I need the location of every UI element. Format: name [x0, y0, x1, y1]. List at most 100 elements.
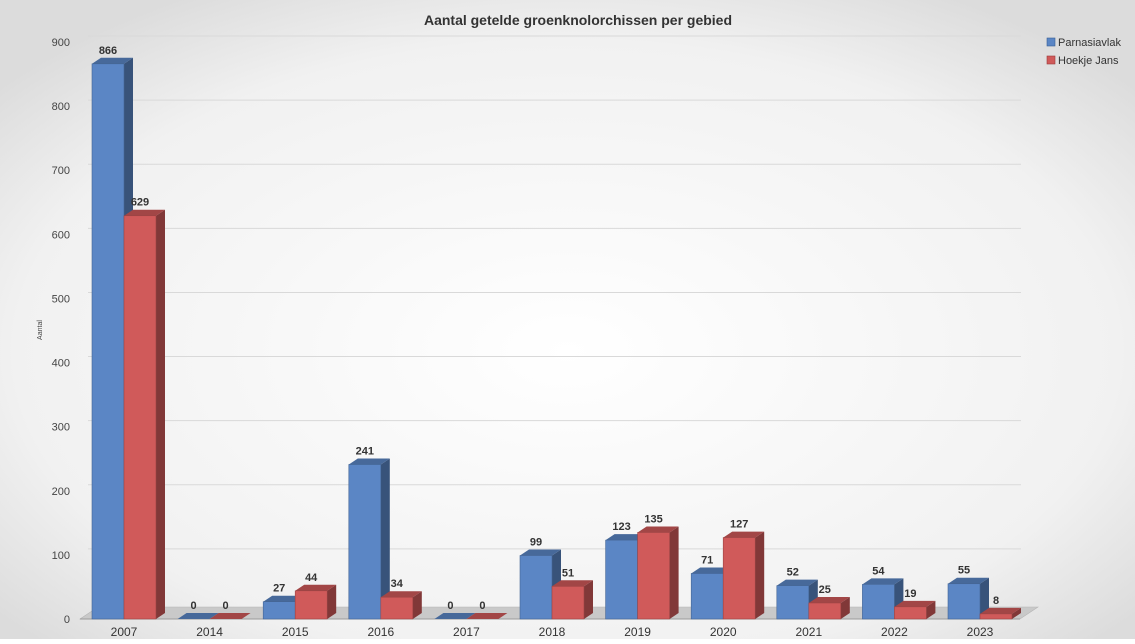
- bar-front: [91, 63, 125, 620]
- bar-top: [948, 577, 989, 584]
- data-label-parnasiavlak-2007: 866: [99, 45, 117, 57]
- y-tick-label: 500: [52, 293, 70, 305]
- bar-top: [894, 600, 936, 607]
- data-label-parnasiavlak-2015: 27: [273, 583, 285, 595]
- bar-side: [584, 580, 593, 619]
- bar-top: [808, 596, 850, 603]
- y-tick-label: 900: [52, 37, 70, 49]
- bar-top: [209, 613, 251, 619]
- legend: Parnasiavlak Hoekje Jans: [1046, 37, 1121, 67]
- bar-parnasiavlak-2017: [434, 613, 476, 619]
- bar-side: [840, 596, 850, 619]
- bar-side: [669, 526, 679, 619]
- bar-top: [980, 607, 1021, 614]
- x-tick-label: 2023: [967, 625, 994, 639]
- x-tick-label: 2021: [795, 625, 822, 639]
- bar-front: [947, 583, 981, 620]
- bar-front: [722, 537, 756, 620]
- bar-parnasiavlak-2021: [776, 579, 818, 620]
- data-labels: 866 629 0 0 27 44 241 34 0 0 99 51 123 135 71 127 52 25 54…: [99, 45, 999, 612]
- legend-swatch-parnasiavlak: [1046, 37, 1056, 47]
- data-label-hoekje-jans-2014: 0: [223, 600, 229, 612]
- bar-top: [466, 613, 508, 619]
- bar-side: [380, 458, 390, 619]
- y-tick-label: 100: [52, 550, 70, 562]
- bar-top: [862, 578, 904, 585]
- bar-parnasiavlak-2014: [177, 613, 219, 619]
- y-tick-label: 800: [52, 101, 70, 113]
- bar-hoekje-jans-2007: [123, 209, 165, 620]
- bar-hoekje-jans-2016: [380, 591, 422, 620]
- legend-label-parnasiavlak: Parnasiavlak: [1058, 37, 1121, 49]
- data-label-parnasiavlak-2021: 52: [787, 567, 799, 579]
- y-tick-label: 200: [52, 486, 70, 498]
- data-label-parnasiavlak-2023: 55: [958, 565, 970, 577]
- bar-parnasiavlak-2022: [862, 578, 904, 620]
- bar-top: [605, 534, 647, 541]
- bar-side: [156, 209, 165, 620]
- y-axis-label: Aantal: [37, 320, 44, 340]
- bar-hoekje-jans-2020: [722, 531, 765, 620]
- bar-parnasiavlak-2023: [947, 577, 989, 620]
- gridlines: [88, 35, 1021, 550]
- bar-side: [1012, 607, 1021, 619]
- data-label-parnasiavlak-2017: 0: [447, 600, 453, 612]
- bar-top: [434, 613, 476, 619]
- legend-label-hoekje-jans: Hoekje Jans: [1058, 55, 1119, 67]
- data-label-parnasiavlak-2016: 241: [356, 445, 374, 457]
- chart-title: Aantal getelde groenknolorchissen per ge…: [424, 12, 732, 28]
- x-tick-label: 2020: [710, 625, 737, 639]
- bar-front: [262, 601, 296, 620]
- bar-side: [980, 577, 989, 619]
- x-tick-label: 2014: [196, 625, 223, 639]
- bar-top: [124, 209, 165, 216]
- bar-top: [723, 531, 765, 538]
- data-label-hoekje-jans-2018: 51: [562, 567, 574, 579]
- data-label-parnasiavlak-2014: 0: [191, 600, 197, 612]
- data-label-parnasiavlak-2018: 99: [530, 537, 542, 549]
- bar-front: [979, 613, 1013, 620]
- data-label-hoekje-jans-2023: 8: [993, 595, 999, 607]
- bar-front: [551, 586, 585, 620]
- legend-swatch-hoekje-jans: [1046, 55, 1056, 65]
- bar-top: [520, 549, 561, 556]
- bar-top: [263, 595, 305, 602]
- y-axis-ticks: 0 100 200 300 400 500 600 700 800 900: [52, 37, 70, 626]
- bar-front: [294, 590, 328, 620]
- bar-front: [776, 585, 810, 620]
- bar-front: [690, 573, 724, 620]
- x-tick-label: 2016: [367, 625, 394, 639]
- data-label-hoekje-jans-2016: 34: [391, 578, 404, 590]
- x-axis-ticks: 2007 2014 2015 2016 2017 2018 2019 2020 2021 2022…: [111, 625, 994, 639]
- bar-front: [123, 215, 157, 620]
- data-label-hoekje-jans-2017: 0: [479, 600, 485, 612]
- bar-top: [691, 567, 733, 574]
- bar-hoekje-jans-2015: [294, 584, 337, 620]
- x-tick-label: 2007: [111, 625, 138, 639]
- bar-front: [348, 464, 382, 620]
- bars: [91, 57, 1021, 620]
- data-label-parnasiavlak-2019: 123: [612, 521, 630, 533]
- bar-hoekje-jans-2019: [637, 526, 679, 620]
- bar-front: [808, 602, 842, 620]
- y-tick-label: 0: [64, 614, 70, 626]
- data-label-hoekje-jans-2007: 629: [131, 197, 149, 209]
- bar-hoekje-jans-2023: [979, 607, 1021, 620]
- bar-front: [380, 596, 414, 620]
- x-tick-label: 2017: [453, 625, 480, 639]
- bar-side: [926, 600, 936, 619]
- bar-hoekje-jans-2022: [894, 600, 936, 620]
- data-label-hoekje-jans-2021: 25: [819, 584, 831, 596]
- bar-front: [519, 555, 553, 620]
- y-tick-label: 400: [52, 358, 70, 370]
- x-tick-label: 2019: [624, 625, 651, 639]
- data-label-hoekje-jans-2022: 19: [904, 588, 916, 600]
- data-label-hoekje-jans-2020: 127: [730, 519, 748, 531]
- bar-side: [755, 531, 765, 619]
- y-tick-label: 700: [52, 165, 70, 177]
- bar-front: [637, 532, 670, 620]
- bar-hoekje-jans-2018: [551, 580, 593, 620]
- bar-side: [412, 591, 422, 619]
